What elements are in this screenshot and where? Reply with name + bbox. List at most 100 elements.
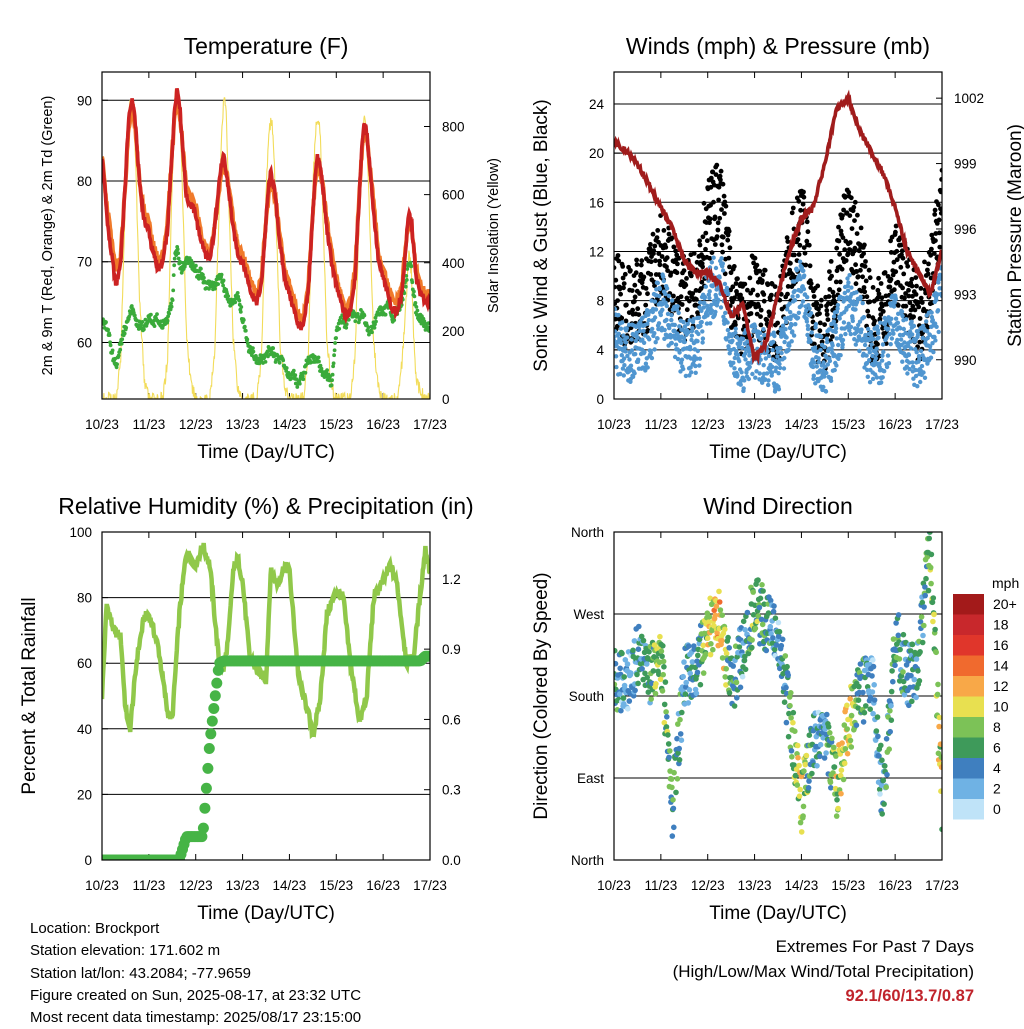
wind-point xyxy=(918,348,924,354)
wind-point xyxy=(798,276,803,282)
gust-point xyxy=(827,287,833,292)
wind-point xyxy=(908,339,913,344)
station-latlon: Station lat/lon: 43.2084; -77.9659 xyxy=(30,964,252,982)
gust-point xyxy=(730,299,735,305)
dewpoint-point xyxy=(172,256,177,261)
direction-point xyxy=(763,647,770,654)
wind-point xyxy=(752,324,758,329)
wind-point xyxy=(652,315,658,320)
wind-point xyxy=(833,329,838,335)
gust-point xyxy=(870,285,876,290)
wind-point xyxy=(911,323,917,329)
direction-point xyxy=(833,753,839,759)
direction-point xyxy=(847,737,854,744)
panel-border xyxy=(613,71,943,400)
direction-point xyxy=(653,681,659,687)
direction-point xyxy=(777,665,783,672)
wind-point xyxy=(829,347,834,352)
wind-point xyxy=(789,339,794,344)
direction-point xyxy=(867,706,873,712)
direction-point xyxy=(671,769,677,776)
gust-point xyxy=(804,219,810,225)
gust-point xyxy=(754,262,760,268)
dewpoint-point xyxy=(233,300,238,305)
dewpoint-point xyxy=(242,324,247,329)
wind-point xyxy=(867,358,872,363)
direction-point xyxy=(936,714,942,721)
direction-point xyxy=(892,662,898,669)
gust-point xyxy=(700,234,706,240)
gust-point xyxy=(917,316,923,321)
x-tick-label: 16/23 xyxy=(366,417,400,432)
wind-point xyxy=(878,320,883,325)
direction-point xyxy=(909,698,915,705)
gust-point xyxy=(754,311,760,317)
gust-point xyxy=(853,281,859,287)
direction-point xyxy=(883,784,889,790)
y-tick-label: 60 xyxy=(77,335,92,350)
direction-point xyxy=(806,732,813,738)
y2-tick-label: 0.6 xyxy=(442,712,461,727)
wind-point xyxy=(794,268,799,273)
wind-point xyxy=(622,363,627,368)
direction-point xyxy=(765,610,772,616)
gust-point xyxy=(709,250,715,256)
direction-point xyxy=(700,670,707,676)
direction-point xyxy=(844,750,851,757)
direction-point xyxy=(932,626,938,633)
dewpoint-point xyxy=(300,374,305,379)
gust-point xyxy=(800,201,806,207)
dewpoint-point xyxy=(115,362,119,367)
gust-point xyxy=(911,314,916,320)
direction-point xyxy=(614,647,618,654)
direction-point xyxy=(839,740,845,746)
gust-point xyxy=(929,246,934,252)
wind-point xyxy=(642,349,647,355)
gust-point xyxy=(916,304,922,310)
direction-point xyxy=(855,705,861,711)
gust-point xyxy=(861,251,866,256)
wind-point xyxy=(814,349,820,354)
x-tick-label: 12/23 xyxy=(179,417,213,432)
plot-area xyxy=(614,532,942,839)
dewpoint-point xyxy=(271,346,275,351)
gust-point xyxy=(718,177,723,183)
wind-point xyxy=(691,316,696,322)
gust-point xyxy=(817,328,823,334)
wind-point xyxy=(821,360,826,365)
dewpoint-point xyxy=(170,298,175,302)
wind-point xyxy=(645,365,650,370)
gust-point xyxy=(777,297,783,303)
wind-point xyxy=(628,363,634,368)
gust-point xyxy=(688,273,694,279)
wind-point xyxy=(782,355,787,361)
legend-label: 4 xyxy=(993,760,1001,776)
gust-point xyxy=(760,272,766,278)
wind-point xyxy=(786,347,791,353)
wind-point xyxy=(669,298,675,303)
gust-point xyxy=(925,324,931,330)
wind-point xyxy=(913,373,919,379)
direction-point xyxy=(782,653,789,659)
extremes-title: Extremes For Past 7 Days xyxy=(775,937,974,956)
gust-point xyxy=(735,276,740,282)
gust-point xyxy=(802,250,808,256)
wind-point xyxy=(846,303,852,309)
direction-point xyxy=(657,633,663,640)
wind-point xyxy=(830,343,835,348)
wind-point xyxy=(677,350,682,355)
wind-point xyxy=(891,304,897,309)
wind-point xyxy=(851,299,856,304)
wind-point xyxy=(624,335,630,340)
gust-point xyxy=(731,264,737,269)
gust-point xyxy=(905,263,911,269)
wind-point xyxy=(929,310,934,315)
wind-point xyxy=(707,295,712,301)
wind-point xyxy=(846,321,851,326)
wind-point xyxy=(873,360,879,366)
direction-point xyxy=(752,625,759,632)
gust-point xyxy=(862,242,867,248)
gust-point xyxy=(862,264,868,269)
dewpoint-point xyxy=(122,331,127,336)
wind-point xyxy=(742,378,747,383)
